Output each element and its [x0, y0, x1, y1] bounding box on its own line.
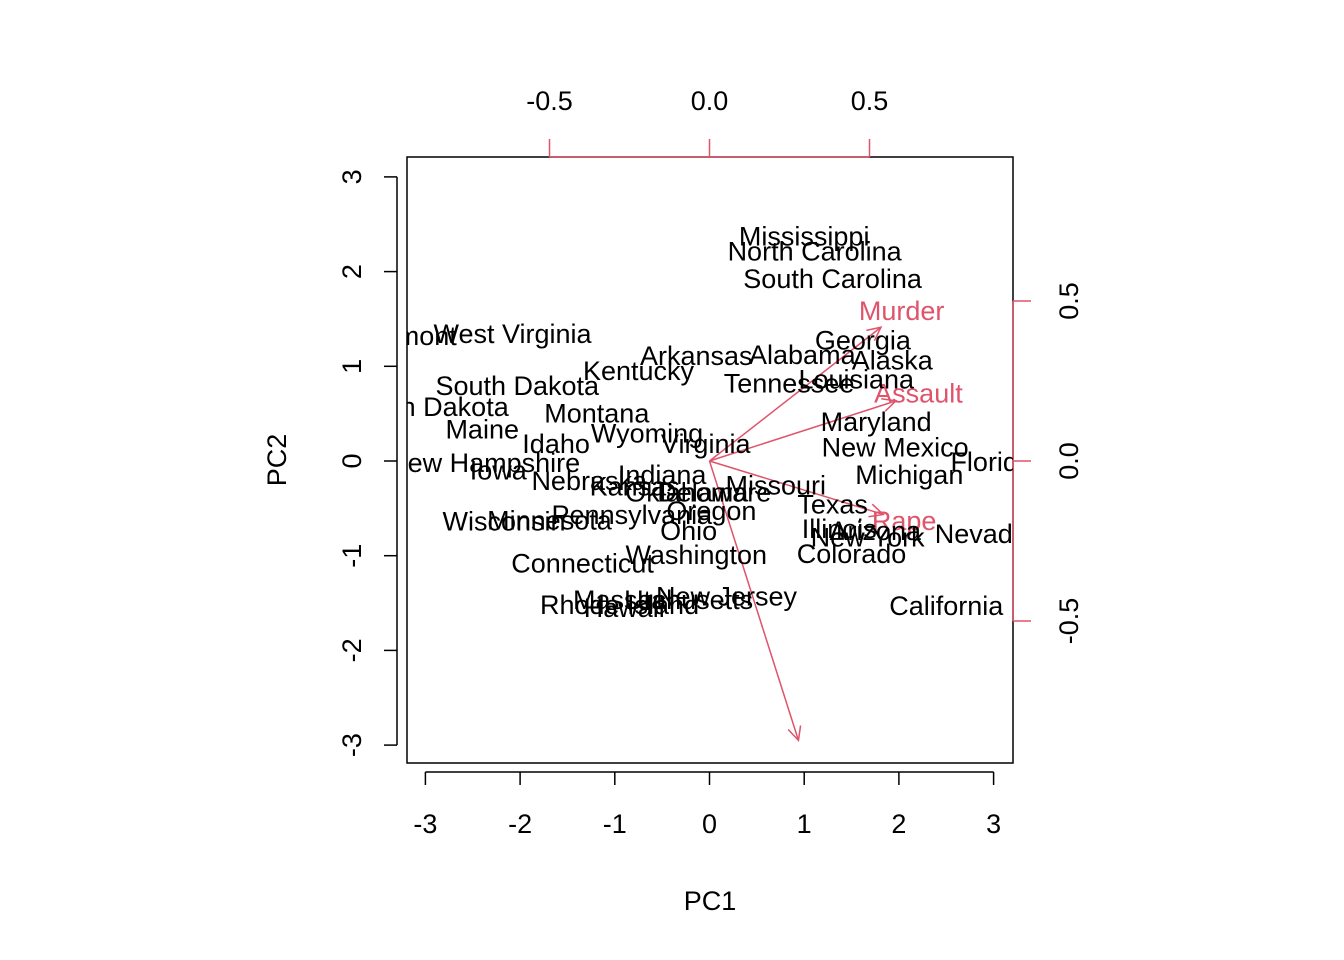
top-tick-label: -0.5: [526, 86, 573, 116]
x-tick-label: 1: [797, 809, 812, 839]
x-tick-label: 2: [891, 809, 906, 839]
y-tick-label: -3: [337, 733, 367, 757]
loading-arrowhead: [866, 326, 883, 342]
point-label: Louisiana: [798, 365, 915, 395]
point-label: Oklahoma: [625, 477, 749, 507]
point-label: Alabama: [749, 340, 857, 370]
point-label: New Mexico: [822, 433, 969, 463]
point-label: Maryland: [821, 407, 932, 437]
right-tick-label: -0.5: [1054, 598, 1084, 645]
point-label: Hawaii: [584, 593, 665, 623]
point-label: Pennsylvania: [552, 500, 714, 530]
loading-axis-top: -0.5 0.0 0.5: [526, 86, 889, 158]
x-tick-label: 3: [986, 809, 1001, 839]
point-label: Wyoming: [591, 419, 703, 449]
point-label: Indiana: [618, 460, 708, 490]
point-label: North Dakota: [350, 392, 510, 422]
y-tick-label: 0: [337, 453, 367, 468]
point-label: Vermont: [356, 321, 457, 351]
point-label: Missouri: [726, 471, 827, 501]
loading-label-rape: Rape: [872, 506, 937, 536]
point-label: Texas: [797, 490, 868, 520]
point-label: Idaho: [522, 429, 590, 459]
point-label: Oregon: [666, 496, 756, 526]
point-label: Arkansas: [640, 341, 753, 371]
point-label: Rhode Island: [540, 590, 699, 620]
point-label: Florida: [950, 447, 1034, 477]
loading-label-urbanpop: UrbanPop: [748, 759, 870, 789]
x-tick-label: -1: [603, 809, 627, 839]
point-label: Utah: [624, 585, 681, 615]
point-label: Illinois: [802, 514, 877, 544]
point-label: Alaska: [852, 346, 934, 376]
point-label: Nebraska: [531, 466, 648, 496]
point-label: Delaware: [657, 477, 771, 507]
point-label: New Jersey: [656, 581, 798, 611]
point-label: Massachusetts: [573, 585, 753, 615]
point-label: Wisconsin: [442, 507, 565, 537]
loading-arrowhead: [787, 725, 802, 743]
loading-arrow-rape: [709, 460, 884, 516]
point-label: New Hampshire: [388, 448, 580, 478]
point-label: Nevada: [935, 519, 1029, 549]
loading-arrowhead: [881, 398, 898, 412]
loading-axis-right: -0.5 0.0 0.5: [1012, 282, 1084, 645]
x-tick-label: -3: [413, 809, 437, 839]
point-label: Connecticut: [511, 548, 654, 578]
point-label: Tennessee: [724, 368, 855, 398]
loading-label-murder: Murder: [859, 296, 945, 326]
point-label: Maine: [445, 415, 519, 445]
loading-arrowhead: [868, 503, 885, 518]
y-tick-label: -1: [337, 544, 367, 568]
point-label: Iowa: [470, 455, 528, 485]
point-label: South Carolina: [743, 264, 923, 294]
point-label: Georgia: [815, 326, 912, 356]
point-label: Washington: [625, 540, 767, 570]
y-axis-left: -3 -2 -1 0 1 2 3: [337, 169, 398, 757]
loading-arrow-assault: [709, 400, 897, 462]
point-label: West Virginia: [433, 319, 592, 349]
y-tick-label: 2: [337, 264, 367, 279]
right-tick-label: 0.0: [1054, 442, 1084, 480]
loading-arrows: Murder Assault UrbanPop Rape: [708, 296, 963, 789]
x-axis-label: PC1: [684, 886, 737, 916]
loading-arrow-murder: [709, 326, 882, 462]
loading-label-assault: Assault: [874, 379, 963, 409]
point-label: Kansas: [590, 472, 680, 502]
y-tick-label: 3: [337, 169, 367, 184]
point-label: Arizona: [829, 516, 922, 546]
x-tick-label: 0: [702, 809, 717, 839]
x-tick-label: -2: [508, 809, 532, 839]
point-label: Minnesota: [487, 506, 613, 536]
y-axis-label: PC2: [262, 434, 292, 487]
loading-arrow-urbanpop: [708, 460, 800, 741]
point-label: Colorado: [797, 539, 907, 569]
point-label: Mississippi: [739, 222, 870, 252]
top-tick-label: 0.0: [691, 86, 729, 116]
top-tick-label: 0.5: [851, 86, 889, 116]
point-label: Kentucky: [583, 356, 695, 386]
point-label: Ohio: [660, 516, 717, 546]
right-tick-label: 0.5: [1054, 282, 1084, 320]
y-tick-label: 1: [337, 359, 367, 374]
point-label: South Dakota: [435, 371, 600, 401]
point-label: New York: [811, 523, 926, 553]
point-label: Michigan: [855, 460, 963, 490]
y-tick-label: -2: [337, 638, 367, 662]
point-label: North Carolina: [728, 237, 903, 267]
x-axis-bottom: -3 -2 -1 0 1 2 3: [413, 771, 1001, 839]
point-label: Montana: [544, 399, 650, 429]
point-label: California: [889, 591, 1004, 621]
point-label: Virginia: [661, 429, 752, 459]
